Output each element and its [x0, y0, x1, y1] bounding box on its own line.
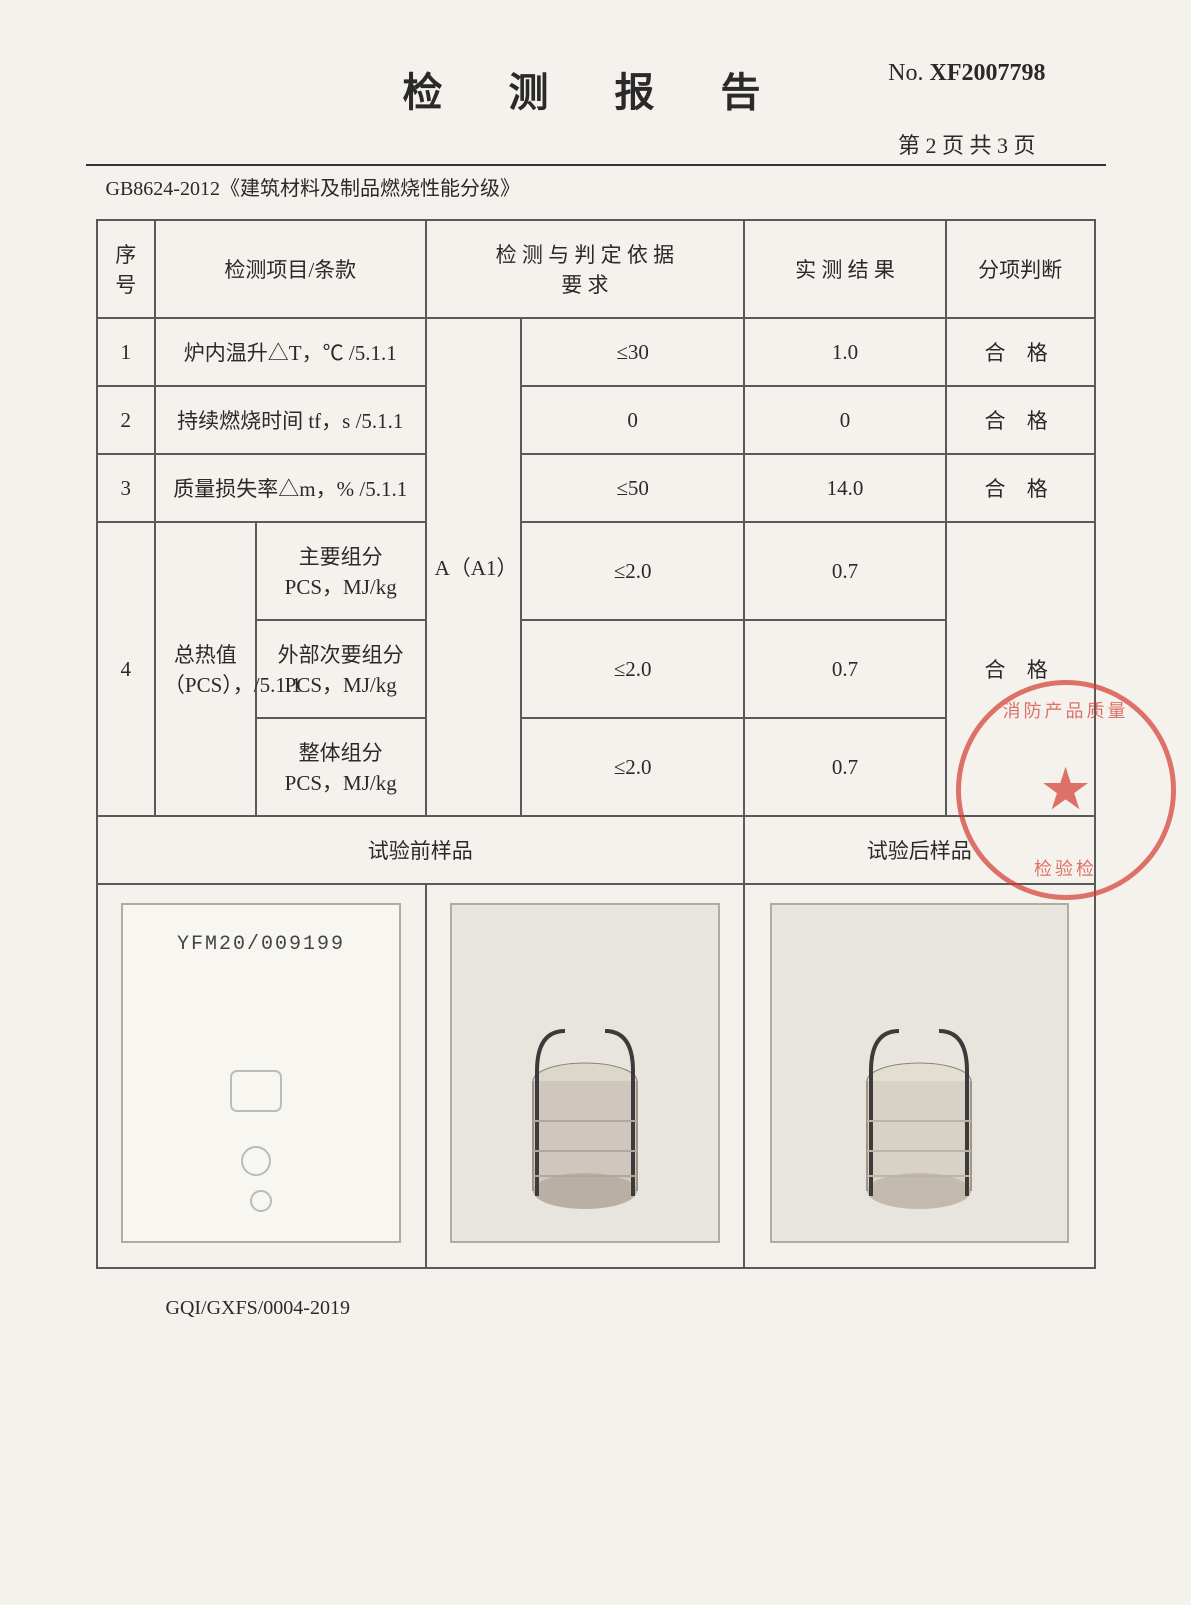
sample-cylinder-icon [505, 1011, 665, 1231]
cell-req: 0 [521, 386, 744, 454]
report-no-label: No. [888, 60, 923, 86]
cell-seq: 1 [97, 318, 155, 386]
sample-photo-label: YFM20/009199 [123, 933, 399, 956]
table-row: 1 炉内温升△T，℃ /5.1.1 A（A1） ≤30 1.0 合 格 [97, 318, 1095, 386]
cell-req: ≤50 [521, 454, 744, 522]
sample-before-photo-1: YFM20/009199 [97, 884, 426, 1268]
table-header-row: 序号 检测项目/条款 检 测 与 判 定 依 据 要 求 实 测 结 果 分项判… [97, 220, 1095, 318]
table-row: 3 质量损失率△m，% /5.1.1 ≤50 14.0 合 格 [97, 454, 1095, 522]
table-row: 2 持续燃烧时间 tf，s /5.1.1 0 0 合 格 [97, 386, 1095, 454]
title-divider [86, 164, 1106, 166]
cell-subitem: 外部次要组分 PCS，MJ/kg [256, 620, 426, 718]
header-judge: 分项判断 [946, 220, 1095, 318]
sample-sketch-icon [201, 1051, 321, 1231]
photo-frame [770, 903, 1069, 1243]
cell-result: 0 [744, 386, 946, 454]
standard-reference: GB8624-2012《建筑材料及制品燃烧性能分级》 [106, 172, 1146, 201]
cell-item: 持续燃烧时间 tf，s /5.1.1 [155, 386, 426, 454]
sample-before-photo-2 [426, 884, 745, 1268]
sample-after-photo [744, 884, 1094, 1268]
cell-method-group: A（A1） [426, 318, 522, 816]
cell-judge: 合 格 [946, 454, 1095, 522]
cell-item-group: 总热值（PCS），/5.1.1 [155, 522, 256, 816]
cell-seq: 4 [97, 522, 155, 816]
cell-req: ≤2.0 [521, 522, 744, 620]
sample-photo-row: YFM20/009199 [97, 884, 1095, 1268]
cell-subitem: 主要组分 PCS，MJ/kg [256, 522, 426, 620]
cell-judge: 合 格 [946, 318, 1095, 386]
results-table: 序号 检测项目/条款 检 测 与 判 定 依 据 要 求 实 测 结 果 分项判… [96, 219, 1096, 1269]
sample-before-header: 试验前样品 [97, 816, 745, 884]
report-number: No. XF2007798 [888, 60, 1045, 87]
sample-after-header: 试验后样品 [744, 816, 1094, 884]
cell-item: 质量损失率△m，% /5.1.1 [155, 454, 426, 522]
footer-code: GQI/GXFS/0004-2019 [166, 1297, 1146, 1320]
page-info: 第 2 页 共 3 页 [46, 128, 1036, 160]
cell-result: 0.7 [744, 718, 946, 816]
cell-judge: 合 格 [946, 386, 1095, 454]
cell-item: 炉内温升△T，℃ /5.1.1 [155, 318, 426, 386]
header-seq: 序号 [97, 220, 155, 318]
cell-judge: 合 格 [946, 522, 1095, 816]
cell-seq: 3 [97, 454, 155, 522]
cell-req: ≤30 [521, 318, 744, 386]
sample-header-row: 试验前样品 试验后样品 [97, 816, 1095, 884]
sample-cylinder-icon [839, 1011, 999, 1231]
header-result: 实 测 结 果 [744, 220, 946, 318]
header-basis: 检 测 与 判 定 依 据 要 求 [426, 220, 745, 318]
report-no-value: XF2007798 [930, 60, 1046, 86]
photo-frame: YFM20/009199 [121, 903, 401, 1243]
cell-subitem: 整体组分 PCS，MJ/kg [256, 718, 426, 816]
cell-result: 1.0 [744, 318, 946, 386]
cell-result: 0.7 [744, 522, 946, 620]
cell-seq: 2 [97, 386, 155, 454]
header-item: 检测项目/条款 [155, 220, 426, 318]
cell-req: ≤2.0 [521, 718, 744, 816]
table-row: 4 总热值（PCS），/5.1.1 主要组分 PCS，MJ/kg ≤2.0 0.… [97, 522, 1095, 620]
photo-frame [450, 903, 720, 1243]
cell-result: 14.0 [744, 454, 946, 522]
cell-req: ≤2.0 [521, 620, 744, 718]
cell-result: 0.7 [744, 620, 946, 718]
report-page: No. XF2007798 检 测 报 告 第 2 页 共 3 页 GB8624… [46, 60, 1146, 1320]
